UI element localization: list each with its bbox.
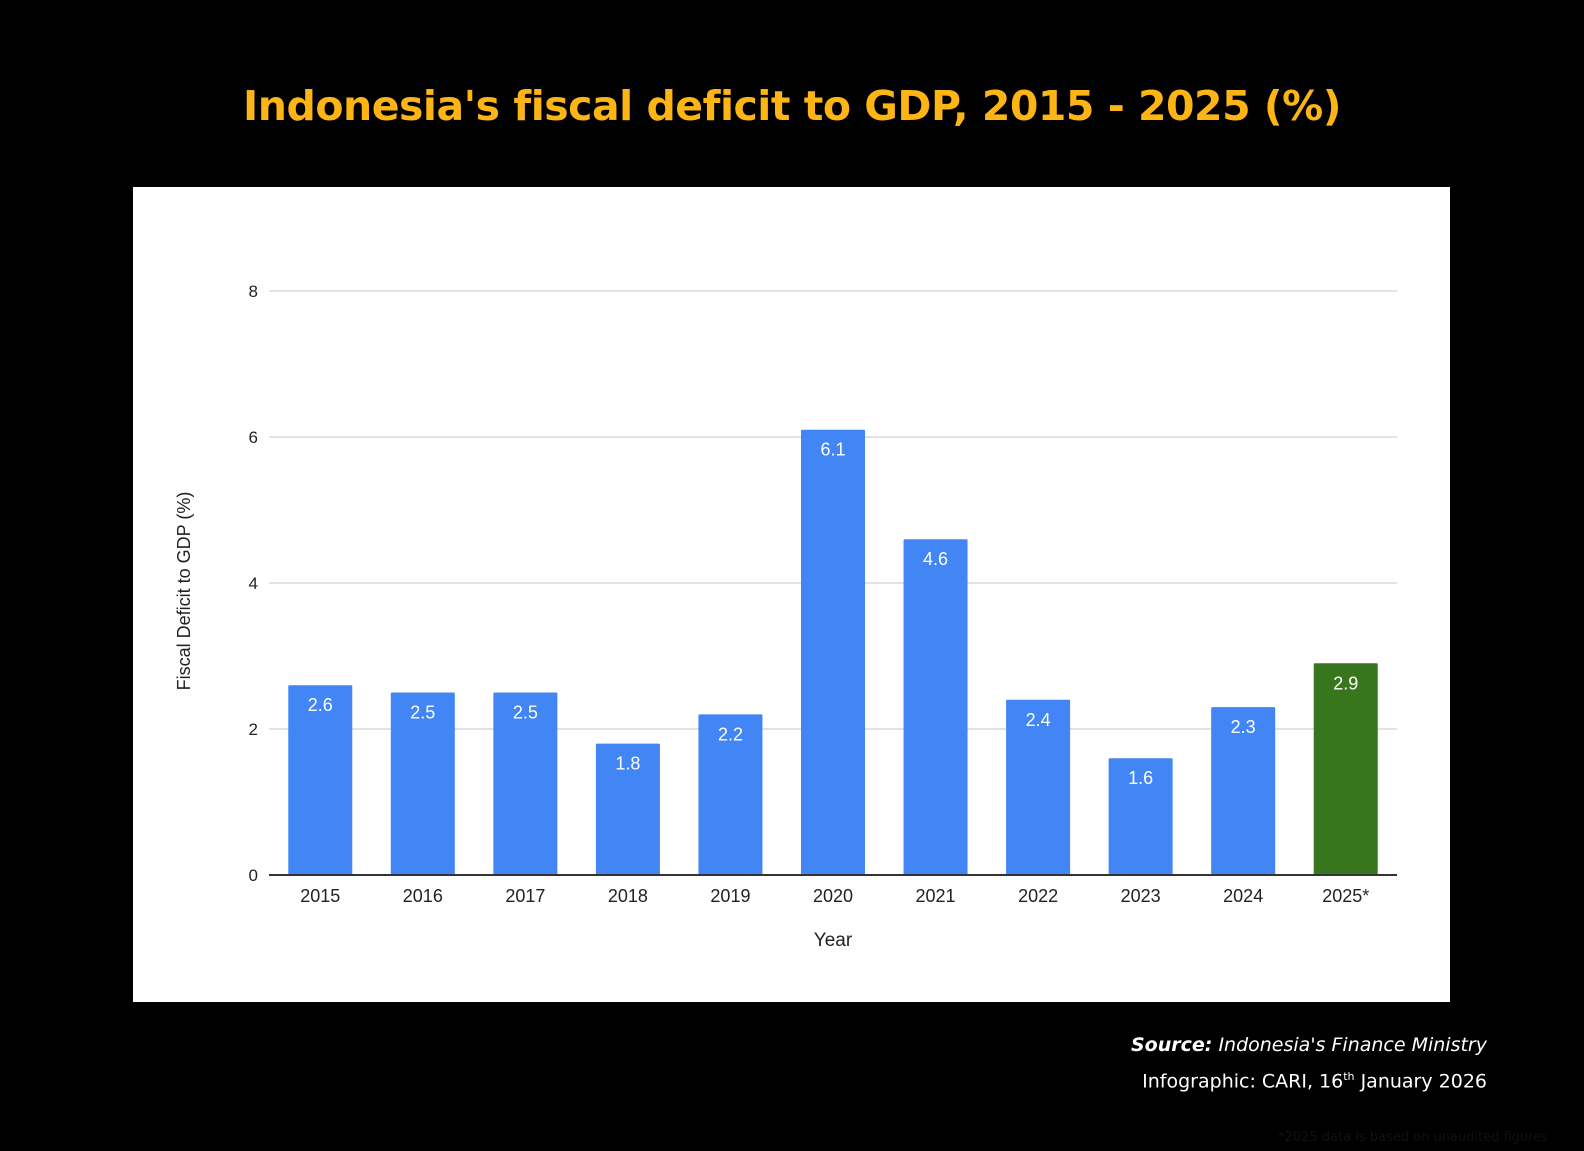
bar: [903, 539, 968, 875]
bar: [390, 692, 455, 875]
bar-data-label: 2.2: [718, 724, 743, 744]
y-tick-label: 2: [249, 720, 258, 739]
bar-data-label: 2.6: [308, 695, 333, 715]
bar: [288, 685, 353, 875]
bar-data-label: 1.6: [1128, 768, 1153, 788]
x-axis-title: Year: [814, 930, 853, 951]
bar-data-label: 1.8: [615, 754, 640, 774]
bar: [698, 714, 763, 875]
source-value: Indonesia's Finance Ministry: [1218, 1034, 1487, 1056]
x-tick-label: 2016: [403, 886, 443, 906]
bar-data-label: 2.9: [1333, 673, 1358, 693]
credit-line: Infographic: CARI, 16th January 2026: [1142, 1070, 1487, 1092]
y-axis-title: Fiscal Deficit to GDP (%): [174, 492, 194, 691]
y-tick-label: 8: [249, 282, 258, 301]
footnote: *2025 data is based on unaudited figures: [1278, 1130, 1548, 1145]
x-tick-label: 2021: [916, 886, 956, 906]
x-tick-label: 2023: [1121, 886, 1161, 906]
source-line: Source: Indonesia's Finance Ministry: [1131, 1034, 1487, 1056]
chart-panel: 0 2 4 6 8 2.6 2015 2.5 2016 2.5 2017 1.8 2018 2.2 2019…: [133, 187, 1548, 1145]
bar-data-label: 2.3: [1231, 717, 1256, 737]
x-tick-label: 2019: [710, 886, 750, 906]
bar: [1108, 758, 1173, 875]
bar-data-label: 2.4: [1026, 710, 1051, 730]
x-tick-label: 2017: [505, 886, 545, 906]
bar-data-label: 4.6: [923, 549, 948, 569]
x-tick-label: 2022: [1018, 886, 1058, 906]
page-title: Indonesia's fiscal deficit to GDP, 2015 …: [243, 82, 1341, 130]
x-tick-label: 2025*: [1322, 886, 1369, 906]
credit-superscript: th: [1343, 1070, 1355, 1083]
bar-chart: 0 2 4 6 8 2.6 2015 2.5 2016 2.5 2017 1.8 2018 2.2 2019…: [174, 282, 1397, 951]
y-tick-label: 0: [249, 866, 258, 885]
x-tick-label: 2024: [1223, 886, 1263, 906]
credit-prefix: Infographic: CARI, 16: [1142, 1070, 1344, 1093]
y-tick-label: 4: [249, 574, 258, 593]
source-label: Source:: [1131, 1034, 1213, 1056]
x-tick-label: 2020: [813, 886, 853, 906]
bar: [493, 692, 558, 875]
bar: [1006, 699, 1071, 875]
bar-data-label: 2.5: [513, 703, 538, 723]
x-tick-label: 2015: [300, 886, 340, 906]
bar: [1313, 663, 1378, 875]
bar: [595, 743, 660, 875]
credit-suffix: January 2026: [1354, 1070, 1487, 1093]
x-tick-label: 2018: [608, 886, 648, 906]
y-tick-label: 6: [249, 428, 258, 447]
bar: [1211, 707, 1276, 875]
bar: [801, 429, 865, 875]
bar-data-label: 6.1: [820, 440, 845, 460]
bar-data-label: 2.5: [410, 703, 435, 723]
